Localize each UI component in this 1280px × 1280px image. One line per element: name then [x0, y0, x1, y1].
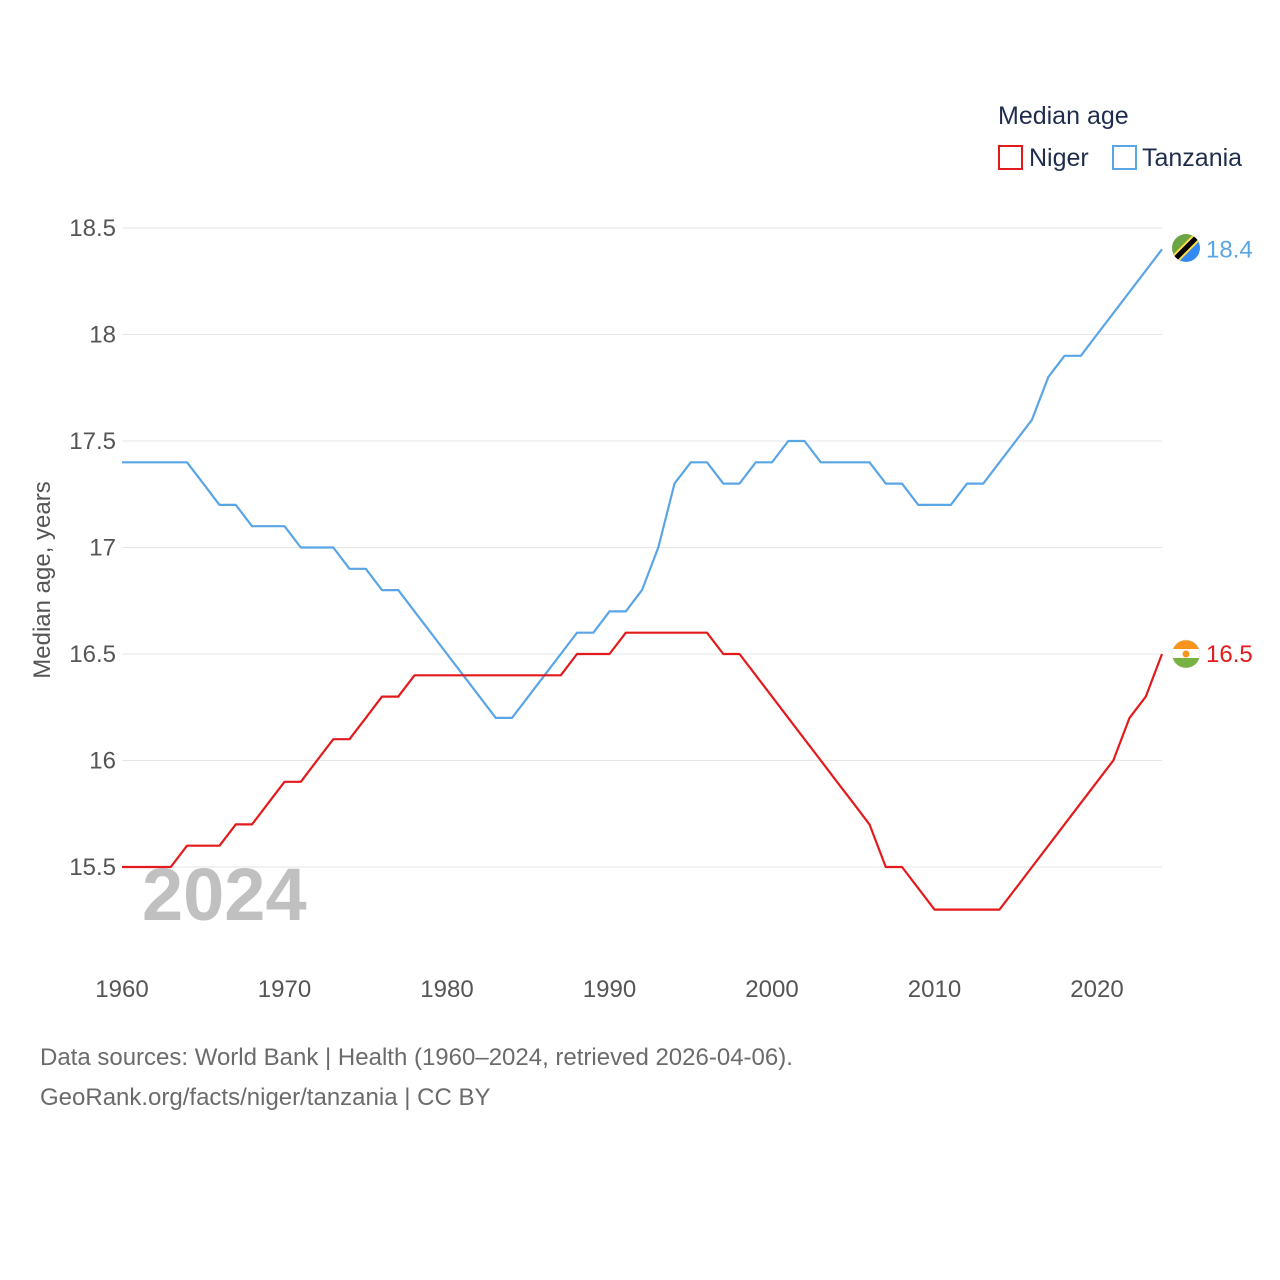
- line-chart: 15.5 16 16.5 17 17.5 18 18.5 1960 1970 1980 1990 2…: [29, 102, 1253, 1003]
- legend-label-niger: Niger: [1029, 144, 1089, 172]
- y-tick-label: 17.5: [69, 428, 116, 455]
- legend-label-tanzania: Tanzania: [1142, 144, 1242, 172]
- footer-attribution[interactable]: GeoRank.org/facts/niger/tanzania | CC BY: [40, 1084, 491, 1111]
- legend-swatch-tanzania: [1112, 145, 1137, 170]
- legend-swatch-niger: [998, 145, 1023, 170]
- y-tick-label: 18: [89, 322, 116, 349]
- legend-title: Median age: [998, 102, 1129, 130]
- series-lines: [122, 248, 1164, 911]
- y-axis-title: Median age, years: [29, 481, 56, 678]
- x-tick-label: 1990: [583, 976, 636, 1003]
- x-tick-label: 1960: [95, 976, 148, 1003]
- x-tick-label: 2010: [908, 976, 961, 1003]
- y-axis-ticks: 15.5 16 16.5 17 17.5 18 18.5: [69, 215, 116, 881]
- x-tick-label: 2000: [745, 976, 798, 1003]
- niger-flag-icon: [1172, 640, 1200, 668]
- niger-flag-border: [1171, 639, 1201, 669]
- y-tick-label: 15.5: [69, 854, 116, 881]
- current-year-watermark: 2024: [142, 853, 307, 936]
- series-line-tanzania: [122, 248, 1163, 720]
- footer-sources: Data sources: World Bank | Health (1960–…: [40, 1044, 793, 1071]
- x-axis-ticks: 1960 1970 1980 1990 2000 2010 2020: [95, 976, 1123, 1003]
- end-value-label-niger: 16.5: [1206, 641, 1253, 668]
- tanzania-flag-icon: [1172, 234, 1200, 262]
- x-tick-label: 1970: [258, 976, 311, 1003]
- series-line-niger: [122, 631, 1164, 911]
- y-tick-label: 17: [89, 535, 116, 562]
- x-tick-label: 2020: [1070, 976, 1123, 1003]
- y-tick-label: 18.5: [69, 215, 116, 242]
- y-tick-label: 16.5: [69, 641, 116, 668]
- gridlines: [122, 227, 1162, 868]
- y-tick-label: 16: [89, 748, 116, 775]
- end-value-label-tanzania: 18.4: [1206, 236, 1253, 263]
- x-tick-label: 1980: [420, 976, 473, 1003]
- legend: Median age Niger Tanzania: [998, 102, 1242, 172]
